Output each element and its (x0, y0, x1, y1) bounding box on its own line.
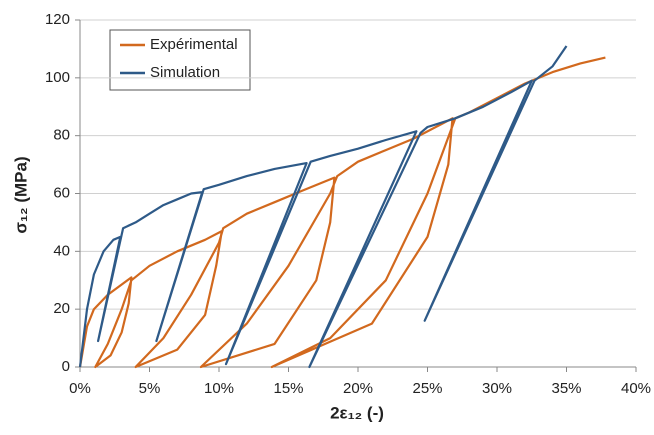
y-tick-label: 40 (53, 242, 70, 259)
y-tick-label: 100 (45, 69, 70, 86)
x-tick-label: 5% (139, 380, 161, 397)
y-tick-label: 60 (53, 184, 70, 201)
x-tick-label: 35% (551, 380, 581, 397)
y-tick-label: 120 (45, 11, 70, 28)
x-tick-label: 15% (273, 380, 303, 397)
series-line (78, 56, 606, 369)
x-axis-label: 2ε₁₂ (-) (330, 403, 384, 422)
legend-label: Simulation (150, 64, 220, 81)
x-tick-label: 30% (482, 380, 512, 397)
legend-box (109, 29, 251, 91)
y-tick-label: 0 (62, 358, 70, 375)
y-axis-label: σ₁₂ (MPa) (11, 156, 30, 233)
legend-label: Expérimental (150, 36, 238, 53)
series-line (78, 45, 568, 369)
x-tick-label: 0% (69, 380, 91, 397)
x-tick-label: 10% (204, 380, 234, 397)
y-tick-label: 80 (53, 127, 70, 144)
x-tick-label: 25% (412, 380, 442, 397)
x-tick-label: 20% (343, 380, 373, 397)
x-tick-label: 40% (621, 380, 651, 397)
y-tick-label: 20 (53, 300, 70, 317)
